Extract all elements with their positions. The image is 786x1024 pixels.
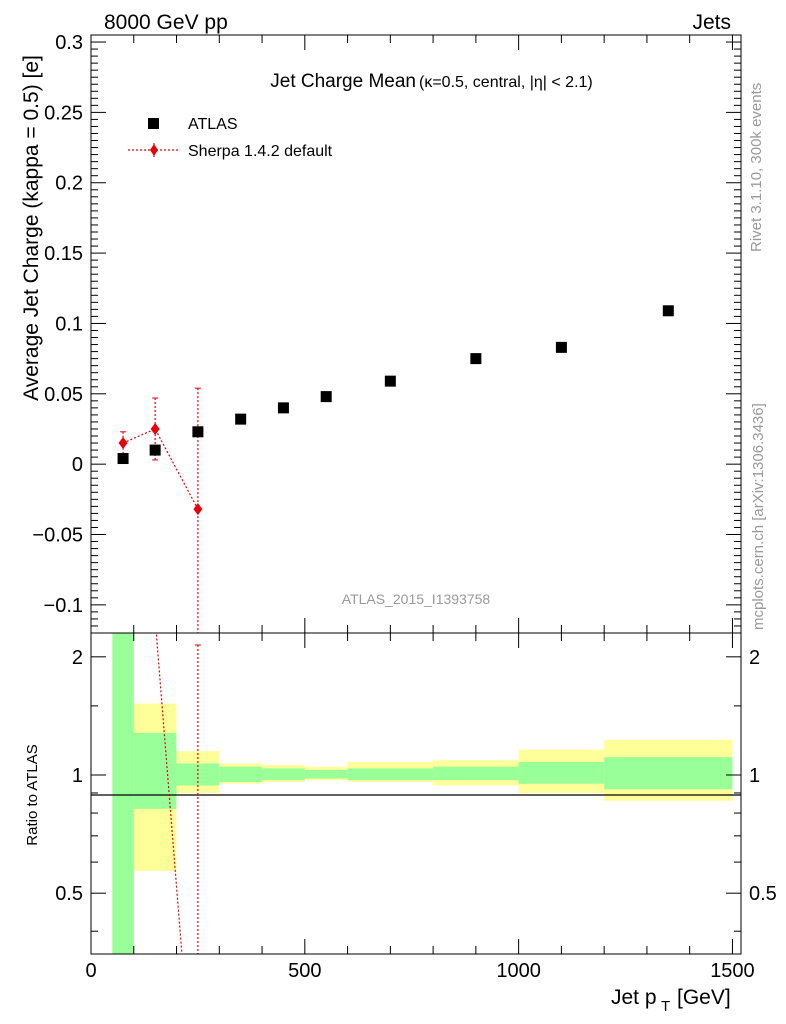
main-axis-ticks: −0.1 −0.05 0 0.05 0.1 0.15 0.2 0.25 0.3 (32, 32, 741, 633)
legend-atlas-label: ATLAS (188, 116, 238, 133)
x-axis-label-subscript: T (661, 998, 670, 1015)
main-y-tick-label: 0 (72, 454, 83, 476)
energy-label: 8000 GeV pp (104, 11, 228, 34)
main-y-tick-label: 0.2 (55, 173, 83, 195)
ratio-inner-band (262, 768, 305, 781)
ratio-inner-band (518, 761, 605, 784)
main-y-tick-label: 0.15 (44, 243, 83, 265)
atlas-point (235, 413, 247, 425)
rivet-version-label: Rivet 3.1.10, 300k events (748, 83, 765, 252)
legend-sherpa-label: Sherpa 1.4.2 default (188, 143, 333, 160)
ratio-y-tick-label-right: 0.5 (749, 883, 777, 905)
category-label: Jets (692, 11, 731, 34)
ratio-inner-band (219, 766, 263, 782)
legend: ATLAS Sherpa 1.4.2 default (128, 116, 333, 160)
main-y-tick-label: 0.05 (44, 384, 83, 406)
legend-sherpa-marker (150, 144, 158, 156)
ratio-axis-ticks: 0.5 0.5 1 1 2 2 0 500 1000 1500 (55, 633, 777, 982)
main-y-axis-label: Average Jet Charge (kappa = 0.5) [e] (20, 55, 43, 401)
x-axis-title: Jet p T [GeV] (611, 986, 731, 1015)
atlas-point (117, 453, 129, 465)
main-y-tick-label: 0.1 (55, 313, 83, 335)
atlas-point (555, 341, 567, 353)
ratio-inner-band (433, 766, 519, 781)
ratio-y-tick-label-right: 2 (749, 647, 760, 669)
x-tick-label: 1500 (710, 960, 755, 982)
sherpa-point (118, 437, 128, 450)
ratio-inner-band (133, 732, 177, 809)
main-y-tick-label: 0.3 (55, 32, 83, 54)
ratio-y-tick-label-right: 1 (749, 765, 760, 787)
atlas-point (277, 402, 289, 414)
sherpa-line (122, 428, 199, 510)
main-y-tick-label: 0.25 (44, 102, 83, 124)
atlas-point (149, 444, 161, 456)
ratio-inner-band (347, 768, 434, 781)
ratio-panel: 0.5 0.5 1 1 2 2 0 500 1000 1500 Ratio to ATLAS Je… (24, 632, 777, 1015)
atlas-point (384, 375, 396, 387)
x-axis-label: Jet p (611, 986, 657, 1009)
ratio-inner-band (304, 769, 348, 779)
main-y-tick-label: −0.05 (32, 525, 83, 547)
sherpa-point (150, 422, 160, 435)
source-label: mcplots.cern.ch [arXiv:1306.3436] (750, 403, 767, 630)
x-axis-label-unit: [GeV] (677, 986, 731, 1009)
main-y-tick-label: −0.1 (44, 595, 83, 617)
main-data-marks (117, 305, 674, 634)
x-tick-label: 0 (85, 960, 96, 982)
atlas-point (662, 305, 674, 317)
x-tick-label: 1000 (496, 960, 541, 982)
watermark: ATLAS_2015_I1393758 (342, 591, 491, 607)
ratio-y-axis-label: Ratio to ATLAS (24, 744, 41, 845)
atlas-point (470, 353, 482, 365)
atlas-point (320, 391, 332, 403)
ratio-inner-band (604, 757, 733, 790)
legend-atlas-marker (148, 118, 159, 129)
ratio-bands (112, 633, 733, 954)
ratio-mc-clipped (155, 633, 201, 954)
ratio-y-tick-label: 1 (72, 765, 83, 787)
ratio-mc-line (155, 633, 201, 954)
main-panel: −0.1 −0.05 0 0.05 0.1 0.15 0.2 0.25 0.3 Jet Char… (20, 32, 742, 634)
chart-title: Jet Charge Mean (270, 71, 416, 92)
ratio-inner-band (112, 633, 134, 954)
sherpa-point (193, 503, 203, 516)
ratio-y-tick-label: 0.5 (55, 883, 83, 905)
chart-title-suffix: (κ=0.5, central, |η| < 2.1) (419, 74, 593, 91)
x-tick-label: 500 (288, 960, 321, 982)
atlas-point (192, 426, 204, 438)
ratio-frame (90, 632, 742, 955)
ratio-y-tick-label: 2 (72, 647, 83, 669)
